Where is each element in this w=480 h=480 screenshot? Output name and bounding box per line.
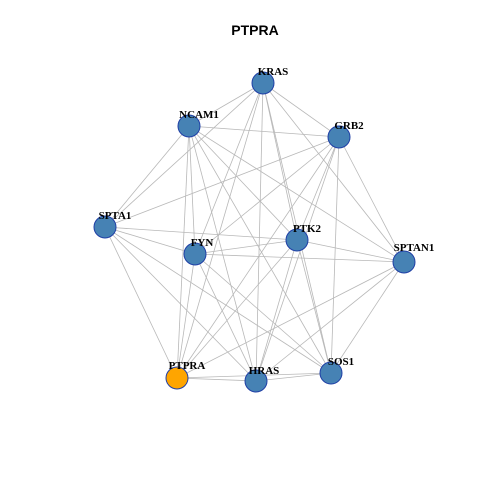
graph-title: PTPRA [231, 22, 278, 38]
node-spta1: SPTA1 [93, 210, 132, 239]
edge-ncam1-sptan1 [188, 125, 405, 263]
edge-ncam1-ptpra [176, 125, 190, 379]
edge-grb2-sos1 [330, 136, 340, 374]
edge-grb2-spta1 [104, 136, 340, 228]
edge-kras-ncam1 [188, 82, 264, 127]
edge-sptan1-hras [255, 261, 405, 382]
node-circle-hras [244, 369, 268, 393]
node-ptpra: PTPRA [165, 360, 206, 390]
edge-kras-grb2 [262, 82, 340, 138]
edge-fyn-sos1 [194, 253, 332, 374]
edge-fyn-sptan1 [194, 253, 405, 263]
edge-ptk2-ptpra [176, 239, 298, 379]
edge-fyn-ptpra [176, 253, 196, 379]
node-circle-spta1 [93, 215, 117, 239]
node-circle-ptpra [165, 366, 189, 390]
node-circle-grb2 [327, 125, 351, 149]
edge-grb2-sptan1 [338, 136, 405, 263]
edge-kras-ptpra [176, 82, 264, 379]
edge-kras-sos1 [262, 82, 332, 374]
node-circle-ptk2 [285, 228, 309, 252]
edge-kras-spta1 [104, 82, 264, 228]
node-label-grb2: GRB2 [334, 120, 364, 132]
edge-ptk2-sos1 [296, 239, 332, 374]
node-kras: KRAS [251, 66, 289, 95]
edge-sptan1-sos1 [330, 261, 405, 374]
edge-ncam1-ptk2 [188, 125, 298, 241]
edge-sptan1-ptpra [176, 261, 405, 379]
edge-ptk2-hras [255, 239, 298, 382]
edge-spta1-sos1 [104, 226, 332, 374]
edge-sos1-hras [255, 372, 332, 382]
edge-spta1-hras [104, 226, 257, 382]
node-label-hras: HRAS [249, 365, 280, 377]
edge-ptk2-sptan1 [296, 239, 405, 263]
edge-grb2-ptpra [176, 136, 340, 379]
edge-grb2-hras [255, 136, 340, 382]
node-label-kras: KRAS [258, 66, 289, 78]
node-circle-kras [251, 71, 275, 95]
node-circle-ncam1 [177, 114, 201, 138]
edge-ptpra-hras [176, 377, 257, 382]
edge-kras-sptan1 [262, 82, 405, 263]
node-label-sos1: SOS1 [328, 356, 354, 368]
node-label-ptk2: PTK2 [293, 223, 322, 235]
node-layer: KRAS NCAM1 GRB2 SPTA1 PTK2 FYN SPTAN1 SOS1 PTPRA… [93, 66, 435, 393]
node-grb2: GRB2 [327, 120, 364, 149]
node-sos1: SOS1 [319, 356, 354, 385]
node-label-sptan1: SPTAN1 [394, 242, 435, 254]
node-ncam1: NCAM1 [177, 109, 219, 138]
edge-ncam1-sos1 [188, 125, 332, 374]
node-fyn: FYN [183, 237, 214, 266]
node-label-spta1: SPTA1 [99, 210, 132, 222]
edge-ncam1-spta1 [104, 125, 190, 228]
node-hras: HRAS [244, 365, 280, 393]
edge-ncam1-grb2 [188, 125, 340, 138]
edge-kras-hras [255, 82, 264, 382]
edge-ptk2-fyn [194, 239, 298, 255]
node-circle-sos1 [319, 361, 343, 385]
node-ptk2: PTK2 [285, 223, 322, 252]
node-circle-fyn [183, 242, 207, 266]
edge-spta1-ptpra [104, 226, 178, 379]
edge-spta1-fyn [104, 226, 196, 255]
node-label-fyn: FYN [191, 237, 214, 249]
edge-grb2-ptk2 [296, 136, 340, 241]
node-circle-sptan1 [392, 250, 416, 274]
edge-ncam1-hras [188, 125, 257, 382]
node-sptan1: SPTAN1 [392, 242, 435, 274]
node-label-ncam1: NCAM1 [179, 109, 219, 121]
edge-layer [104, 82, 405, 382]
edge-spta1-ptk2 [104, 226, 298, 241]
edge-fyn-hras [194, 253, 257, 382]
edge-kras-ptk2 [262, 82, 298, 241]
node-label-ptpra: PTPRA [169, 360, 206, 372]
